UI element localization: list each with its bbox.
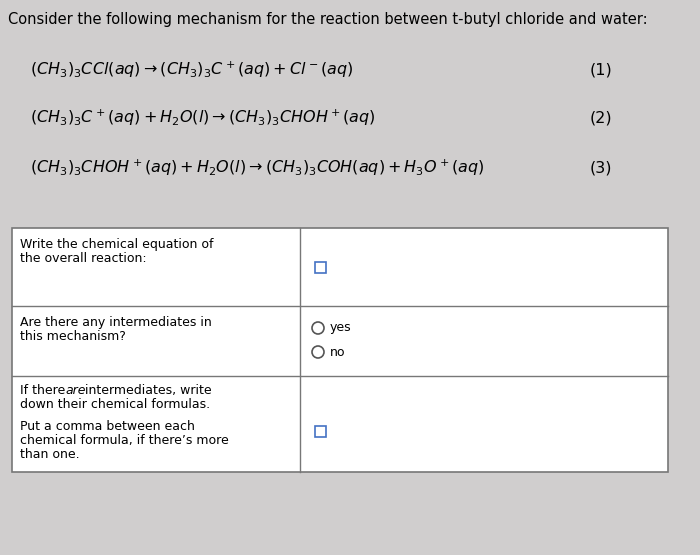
Text: chemical formula, if there’s more: chemical formula, if there’s more — [20, 434, 229, 447]
Bar — [315, 261, 326, 273]
Text: (1): (1) — [590, 63, 612, 78]
Text: than one.: than one. — [20, 448, 80, 461]
Text: intermediates, write: intermediates, write — [80, 384, 211, 397]
Text: are: are — [65, 384, 86, 397]
Bar — [12, 228, 668, 472]
Text: Consider the following mechanism for the reaction between t-butyl chloride and w: Consider the following mechanism for the… — [8, 12, 648, 27]
Text: $(CH_3)_3CCl(aq) \rightarrow (CH_3)_3C^+(aq) + Cl^-(aq)$: $(CH_3)_3CCl(aq) \rightarrow (CH_3)_3C^+… — [30, 60, 354, 80]
Text: Are there any intermediates in: Are there any intermediates in — [20, 316, 211, 329]
Text: this mechanism?: this mechanism? — [20, 330, 126, 343]
Text: no: no — [330, 346, 346, 359]
Bar — [315, 426, 326, 437]
Text: (3): (3) — [590, 160, 612, 175]
Text: Put a comma between each: Put a comma between each — [20, 420, 195, 433]
Text: down their chemical formulas.: down their chemical formulas. — [20, 398, 210, 411]
Text: $(CH_3)_3C^+(aq) + H_2O(l) \rightarrow (CH_3)_3CHOH^+(aq)$: $(CH_3)_3C^+(aq) + H_2O(l) \rightarrow (… — [30, 108, 376, 128]
Text: Write the chemical equation of: Write the chemical equation of — [20, 238, 214, 251]
Text: the overall reaction:: the overall reaction: — [20, 252, 146, 265]
Text: yes: yes — [330, 321, 351, 335]
Text: $(CH_3)_3CHOH^+(aq) + H_2O(l) \rightarrow (CH_3)_3COH(aq) + H_3O^+(aq)$: $(CH_3)_3CHOH^+(aq) + H_2O(l) \rightarro… — [30, 158, 484, 178]
Text: (2): (2) — [590, 110, 612, 125]
Text: If there: If there — [20, 384, 69, 397]
